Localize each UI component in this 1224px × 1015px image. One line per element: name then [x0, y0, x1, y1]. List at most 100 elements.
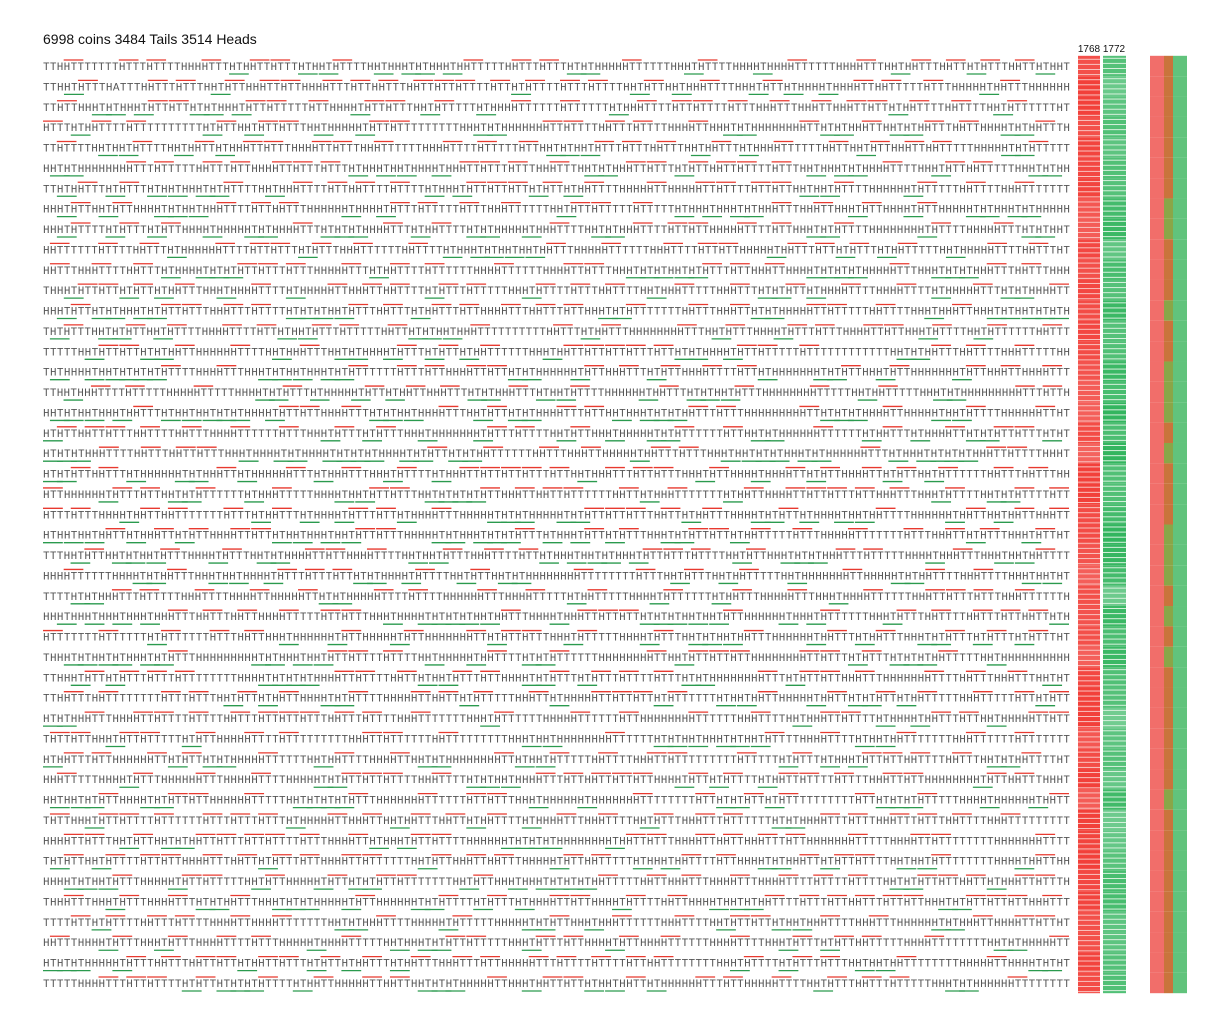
stripe — [1078, 603, 1100, 605]
hth-strip — [1103, 116, 1126, 138]
coin-row: THTTHTTHHHTHTTHTTTTTHTHTTHHHHHTTTTHTTTTT… — [43, 734, 1070, 746]
stripe — [1103, 536, 1126, 538]
coin-row: TTTTTHHHHTTTHTTHTTTTHTHTTHTHTHTHTTTTHTHH… — [43, 979, 1070, 991]
mix-red — [1150, 504, 1164, 525]
mix-red — [1150, 911, 1164, 933]
mix-red — [1150, 381, 1164, 403]
stripe — [1078, 573, 1100, 575]
stripe — [1078, 822, 1100, 824]
stripe — [1103, 261, 1126, 263]
mix-mid — [1164, 544, 1173, 566]
hth-count: 1772 — [1103, 44, 1126, 55]
htt-strip — [1078, 116, 1100, 138]
mix-red — [1150, 198, 1164, 219]
mix-green — [1173, 55, 1187, 77]
stripe — [1078, 568, 1100, 570]
coin-row: TTHHTTTHHTTTTTTTTHTTTHTTTHHTHTTHTHHTTHHH… — [43, 694, 1070, 706]
hth-strip — [1103, 870, 1126, 892]
hth-strip — [1103, 606, 1126, 627]
stripe — [1103, 57, 1126, 59]
stripe — [1103, 266, 1126, 268]
mix-green — [1173, 891, 1187, 912]
stripe — [1103, 495, 1126, 497]
stripe — [1078, 196, 1100, 198]
mix-mid — [1164, 361, 1173, 382]
stripe — [1103, 215, 1126, 217]
stripe — [1103, 684, 1126, 686]
stripe — [1103, 730, 1126, 732]
stripe — [1103, 842, 1126, 844]
hth-strip — [1103, 728, 1126, 749]
mix-mid — [1164, 667, 1173, 688]
stripe — [1103, 934, 1126, 936]
stripe — [1103, 292, 1126, 294]
stripe — [1103, 256, 1126, 258]
stripe — [1078, 853, 1100, 855]
stripe — [1103, 185, 1126, 187]
mix-green — [1173, 341, 1187, 362]
mix-green — [1173, 565, 1187, 586]
mix-red — [1150, 402, 1164, 423]
mix-mid — [1164, 300, 1173, 321]
stripe — [1103, 373, 1126, 375]
stripe — [1078, 160, 1100, 162]
htt-strip — [1078, 402, 1100, 423]
stripe — [1078, 578, 1100, 580]
stripe — [1078, 298, 1100, 300]
stripe — [1078, 614, 1100, 616]
mix-red — [1150, 137, 1164, 158]
mix-green — [1173, 952, 1187, 973]
mix-green — [1173, 932, 1187, 953]
stripe — [1103, 577, 1126, 579]
mix-green — [1173, 178, 1187, 199]
stripe — [1078, 817, 1100, 819]
stripe — [1103, 837, 1126, 839]
coin-row: HHTHTHHHHHHHHTTTHTTTTTHHTTTHTTHHHHTTHTTT… — [43, 164, 1070, 176]
mix-red — [1150, 463, 1164, 484]
stripe — [1103, 129, 1126, 131]
hth-strip — [1103, 320, 1126, 342]
stripe — [1103, 664, 1126, 666]
stripe — [1103, 312, 1126, 314]
htt-strip — [1078, 76, 1100, 97]
coin-row: HHTTTTTTHTTTTHHTTTHTHHHHHHTTTTHTTHTTTHTH… — [43, 245, 1070, 257]
stripe — [1078, 339, 1100, 341]
stripe — [1078, 736, 1100, 738]
mix-mid — [1164, 850, 1173, 871]
htt-strip — [1078, 565, 1100, 586]
mix-red — [1150, 850, 1164, 871]
stripe — [1078, 155, 1100, 157]
hth-strip — [1103, 952, 1126, 973]
stripe — [1103, 455, 1126, 457]
mix-green — [1173, 830, 1187, 851]
mix-green — [1173, 707, 1187, 729]
stripe — [1103, 985, 1126, 986]
stripe — [1103, 195, 1126, 197]
mix-mid — [1164, 402, 1173, 423]
htt-strip — [1078, 809, 1100, 831]
stripe — [1103, 241, 1126, 243]
stripe — [1078, 79, 1100, 81]
title: 6998 coins 3484 Tails 3514 Heads — [43, 31, 257, 47]
coin-row: HHTTTHHHTTTTHHTTTHTHHHHTHTHTHTTHTTTHTTTH… — [43, 266, 1070, 278]
stripe — [1103, 149, 1126, 151]
stripe — [1078, 914, 1100, 916]
stripe — [1103, 623, 1126, 625]
mix-mid — [1164, 606, 1173, 627]
stripe — [1078, 328, 1100, 330]
stripe — [1103, 878, 1126, 880]
coin-rows: TTHHTTTTTTTHTTTHTTTTHHHHTTTHTHHTTHTTTHTH… — [43, 59, 1070, 992]
mix-green — [1173, 198, 1187, 219]
stripe — [1078, 756, 1100, 758]
htt-strip — [1078, 911, 1100, 933]
htt-strip — [1078, 687, 1100, 708]
stripe — [1078, 537, 1100, 539]
stripe — [1103, 180, 1126, 182]
coin-row: HHHHTTHTTTHHTHTTHHTHTHHTTHTTTHTTHTTTTHTT… — [43, 836, 1070, 848]
stripe — [1103, 108, 1126, 110]
stripe — [1078, 74, 1100, 76]
stripe — [1078, 731, 1100, 733]
coin-row: HHHTHTTHHTHTTHHHHTHTHHTHHHTTTTHTTHHTTTHH… — [43, 205, 1070, 217]
mix-mid — [1164, 259, 1173, 280]
stripe — [1078, 940, 1100, 942]
